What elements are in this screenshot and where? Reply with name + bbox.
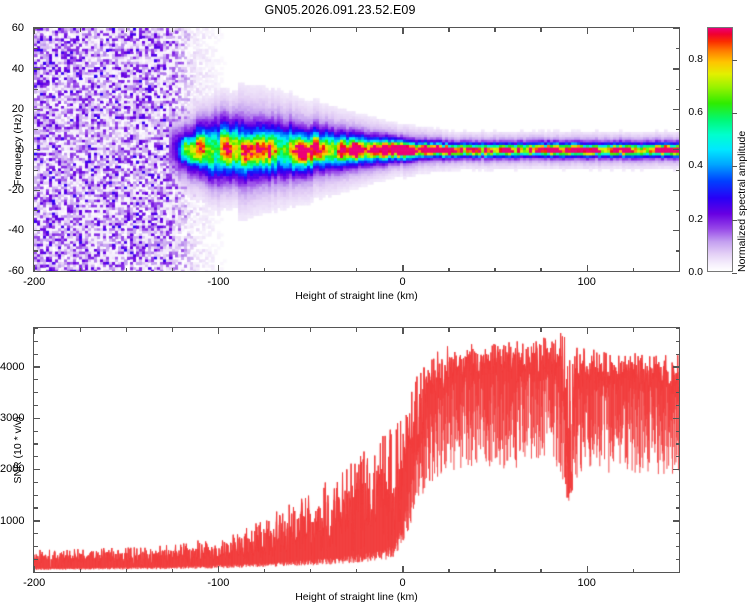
snr-plot-area [34, 328, 679, 572]
y-tick-label: 40 [11, 62, 24, 75]
colorbar-tick-label: 0.0 [688, 266, 703, 278]
colorbar [707, 27, 737, 274]
x-tick-label: -200 [23, 276, 46, 288]
y-tick-label: -20 [8, 183, 24, 196]
x-tick-label: 0 [399, 276, 406, 288]
x-tick-label: -200 [23, 577, 46, 589]
colorbar-axis-title: Normalized spectral amplitude [736, 130, 748, 272]
y-tick-label: 1000 [0, 514, 25, 527]
page-title: GN05.2026.091.23.52.E09 [264, 3, 416, 17]
y-tick-label: -60 [8, 264, 24, 277]
colorbar-gradient [708, 28, 732, 271]
x-tick-label: 100 [577, 577, 596, 589]
y-tick-label: 3000 [0, 411, 25, 424]
x-tick-label: -100 [207, 276, 230, 288]
colorbar-tick-label: 0.4 [688, 159, 703, 172]
x-tick-label: 0 [399, 577, 406, 589]
spectrogram-y-axis-title: Frequency (Hz) [12, 113, 24, 186]
y-tick-label: 20 [11, 103, 24, 116]
x-tick-label: -100 [207, 577, 230, 589]
y-tick-label: 4000 [0, 360, 25, 373]
colorbar-tick-label: 0.2 [688, 212, 703, 225]
y-tick-label: 2000 [0, 463, 25, 476]
colorbar-tick-label: 0.6 [688, 106, 703, 119]
spectrogram-image [34, 28, 679, 271]
spectrogram-x-axis-title: Height of straight line (km) [295, 290, 418, 302]
snr-y-axis-title: SNR (10 * v/v) [12, 416, 24, 484]
spectrogram-plot-area [34, 28, 679, 271]
x-tick-label: 100 [577, 276, 596, 288]
snr-trace-image [34, 328, 679, 572]
y-tick-label: -40 [8, 224, 24, 237]
y-tick-label: 0 [17, 143, 24, 156]
y-tick-label: 60 [11, 22, 24, 35]
spectrogram-panel [33, 27, 680, 272]
snr-x-axis-title: Height of straight line (km) [295, 591, 418, 603]
colorbar-tick-label: 0.8 [688, 52, 703, 65]
snr-panel [33, 327, 680, 573]
